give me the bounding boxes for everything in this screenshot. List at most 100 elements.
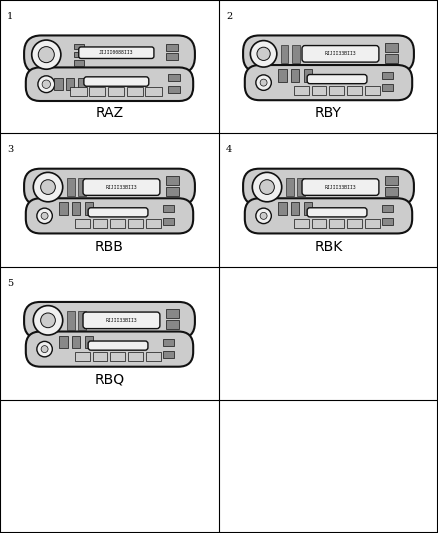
Bar — [385, 43, 398, 52]
Circle shape — [37, 341, 52, 357]
Bar — [74, 52, 84, 58]
FancyBboxPatch shape — [302, 179, 379, 196]
FancyBboxPatch shape — [307, 75, 367, 84]
Circle shape — [33, 305, 63, 335]
FancyBboxPatch shape — [26, 198, 193, 233]
FancyBboxPatch shape — [243, 35, 414, 72]
Circle shape — [41, 313, 55, 328]
Bar — [286, 178, 294, 196]
Circle shape — [33, 172, 63, 202]
Bar — [166, 187, 179, 196]
Bar — [166, 320, 179, 329]
Circle shape — [257, 47, 270, 60]
Text: 4: 4 — [226, 146, 232, 154]
Circle shape — [37, 208, 52, 224]
Bar — [128, 219, 143, 228]
Bar — [347, 219, 362, 228]
Circle shape — [38, 76, 55, 93]
Bar — [292, 45, 300, 63]
Text: RBK: RBK — [314, 239, 343, 254]
Bar — [85, 203, 93, 215]
Text: RIJII33BII3: RIJII33BII3 — [325, 51, 356, 56]
Circle shape — [260, 180, 274, 195]
Bar — [108, 87, 124, 96]
Circle shape — [41, 180, 55, 195]
Bar — [78, 78, 86, 90]
Bar — [163, 351, 174, 358]
FancyBboxPatch shape — [24, 302, 195, 339]
Circle shape — [251, 41, 277, 67]
Circle shape — [260, 79, 267, 86]
Bar — [347, 86, 362, 95]
Bar — [365, 86, 380, 95]
Bar — [72, 203, 81, 215]
Bar — [297, 178, 305, 196]
FancyBboxPatch shape — [24, 168, 195, 205]
Bar — [311, 86, 326, 95]
Bar — [70, 87, 87, 96]
Circle shape — [38, 46, 54, 63]
Bar — [311, 219, 326, 228]
Bar — [385, 176, 398, 185]
Bar — [128, 352, 143, 361]
Bar — [163, 205, 174, 212]
Bar — [329, 219, 344, 228]
Text: 3: 3 — [7, 146, 13, 154]
Circle shape — [42, 80, 50, 88]
Bar — [291, 203, 300, 215]
Bar — [304, 69, 312, 82]
FancyBboxPatch shape — [88, 341, 148, 350]
FancyBboxPatch shape — [26, 332, 193, 367]
Bar — [67, 311, 75, 329]
Bar — [75, 219, 90, 228]
Bar — [54, 78, 63, 90]
Bar — [166, 53, 178, 60]
Bar — [385, 187, 398, 196]
Bar — [166, 44, 178, 51]
FancyBboxPatch shape — [243, 168, 414, 205]
Circle shape — [256, 208, 271, 224]
Bar — [59, 336, 67, 349]
Circle shape — [41, 212, 48, 220]
Circle shape — [260, 212, 267, 220]
Bar — [278, 69, 286, 82]
Bar — [291, 69, 300, 82]
Bar — [67, 178, 75, 196]
Bar — [74, 44, 84, 49]
Bar — [166, 309, 179, 318]
Circle shape — [256, 75, 271, 91]
Bar — [78, 178, 86, 196]
Text: 5: 5 — [7, 279, 13, 287]
FancyBboxPatch shape — [84, 77, 149, 86]
Bar — [127, 87, 143, 96]
Bar — [146, 352, 161, 361]
Bar — [66, 78, 74, 90]
Bar — [146, 219, 161, 228]
Bar — [166, 176, 179, 185]
Bar — [294, 219, 309, 228]
FancyBboxPatch shape — [245, 198, 412, 233]
FancyBboxPatch shape — [307, 208, 367, 217]
FancyBboxPatch shape — [26, 67, 193, 101]
Bar — [59, 203, 67, 215]
Bar — [92, 352, 107, 361]
Circle shape — [252, 172, 282, 202]
Bar — [294, 86, 309, 95]
Circle shape — [32, 40, 61, 69]
Bar — [168, 74, 180, 81]
Bar — [281, 45, 289, 63]
Bar — [304, 203, 312, 215]
Text: RIJII33BII3: RIJII33BII3 — [106, 184, 137, 190]
Text: RAZ: RAZ — [95, 106, 124, 120]
Text: RBB: RBB — [95, 239, 124, 254]
Text: RBY: RBY — [315, 106, 342, 120]
Bar — [163, 217, 174, 225]
Text: RBQ: RBQ — [95, 373, 124, 387]
Bar — [382, 72, 393, 79]
Bar — [74, 60, 84, 66]
FancyBboxPatch shape — [302, 45, 379, 62]
Text: 1: 1 — [7, 12, 13, 21]
Bar — [89, 87, 106, 96]
Bar — [278, 203, 286, 215]
Bar — [72, 336, 81, 349]
